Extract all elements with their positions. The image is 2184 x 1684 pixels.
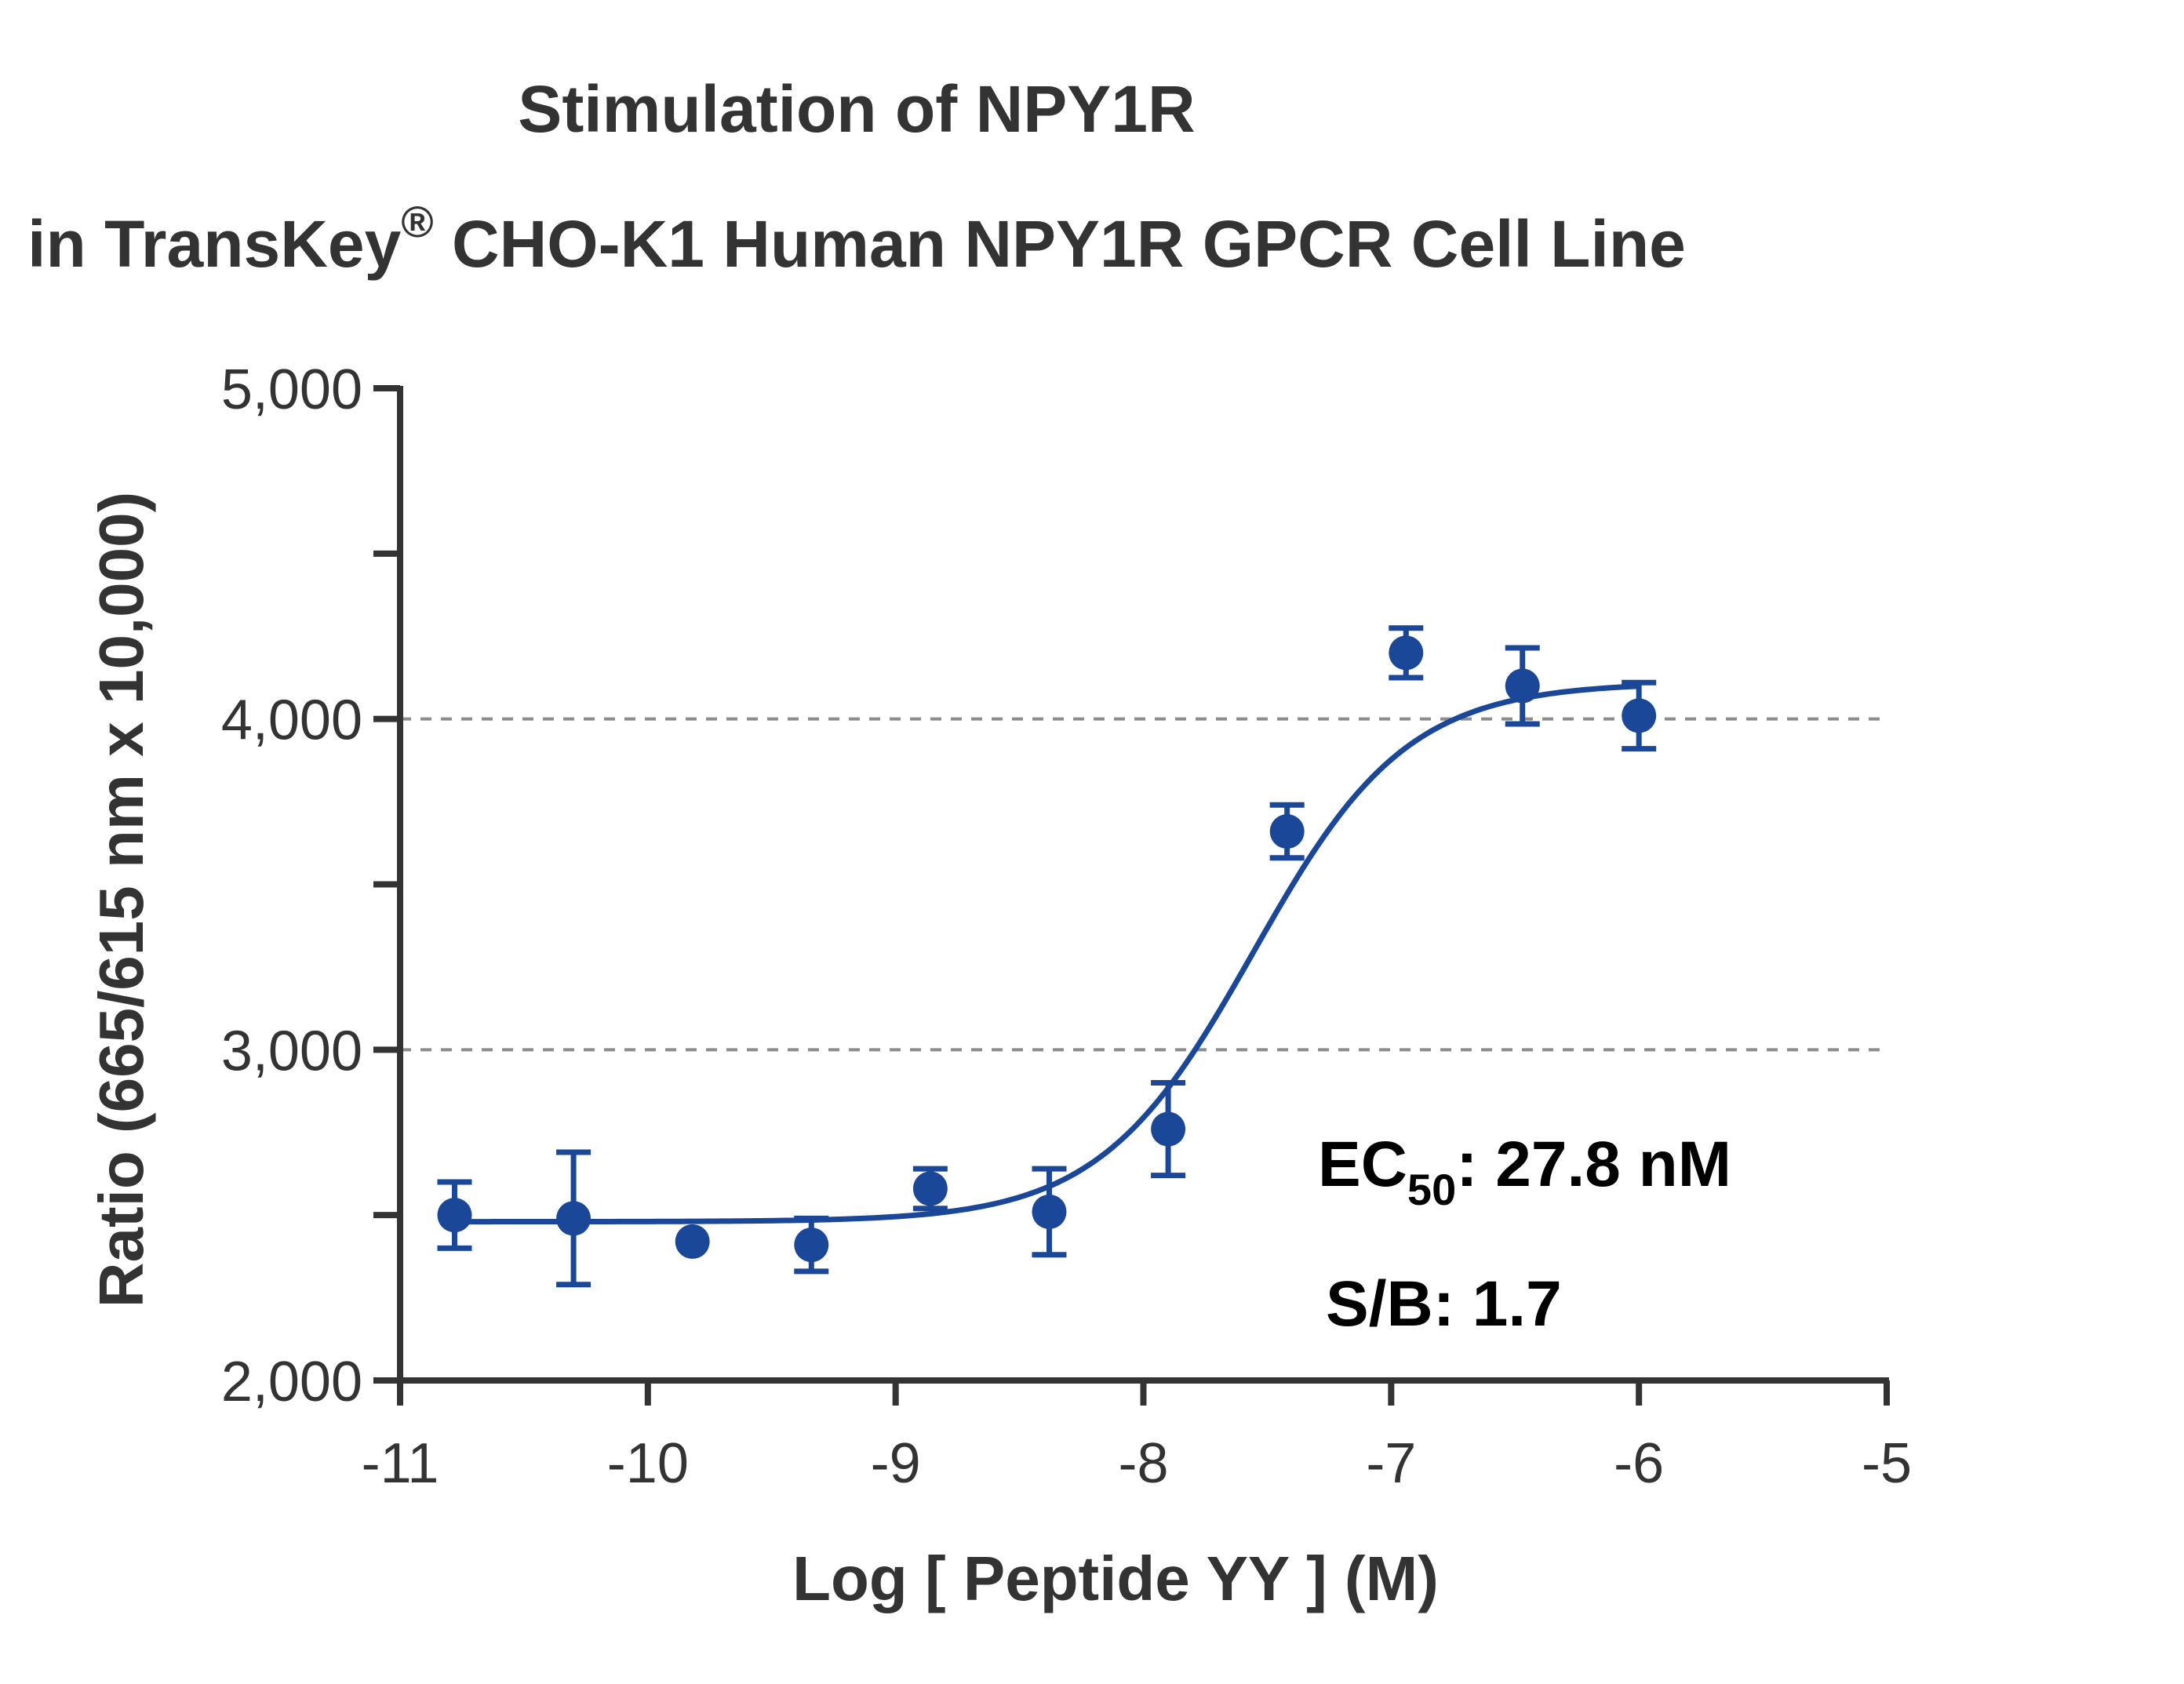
- ec50-label-pre: EC: [1318, 1129, 1407, 1200]
- chart-title-line2: in TransKey® CHO-K1 Human NPY1R GPCR Cel…: [27, 197, 1686, 281]
- x-tick-label: -7: [1366, 1432, 1416, 1495]
- x-tick-label: -5: [1862, 1432, 1912, 1495]
- data-point-group: [437, 1179, 472, 1251]
- data-point: [437, 1198, 472, 1233]
- x-axis-title: Log [ Peptide YY ] (M): [792, 1544, 1439, 1613]
- data-point-group: [912, 1166, 948, 1212]
- chart-title-line1: Stimulation of NPY1R: [518, 72, 1195, 146]
- data-point-group: [1505, 645, 1540, 727]
- registered-mark: ®: [401, 197, 433, 246]
- ec50-annotation: EC50: 27.8 nM: [1318, 1129, 1731, 1214]
- data-point-group: [1389, 625, 1424, 681]
- x-tick-label: -9: [871, 1432, 921, 1495]
- ticks: -11 -10 -9 -8 -7 -6 -5 2,000 3,000 4,000 5,000: [221, 358, 1912, 1495]
- y-tick-label: 4,000: [221, 689, 362, 752]
- data-point: [1269, 814, 1305, 849]
- x-tick-label: -8: [1118, 1432, 1168, 1495]
- data-point-group: [1622, 679, 1657, 752]
- data-point-group: [556, 1149, 592, 1288]
- data-point: [912, 1171, 948, 1206]
- data-point-group: [1151, 1080, 1186, 1179]
- data-point-group: [1032, 1166, 1067, 1258]
- sb-annotation: S/B: 1.7: [1326, 1268, 1562, 1340]
- data-points: [437, 625, 1657, 1288]
- x-tick-label: -11: [362, 1432, 439, 1495]
- y-tick-label: 2,000: [221, 1351, 362, 1413]
- gridlines: [400, 717, 1887, 1052]
- data-point: [1151, 1111, 1186, 1147]
- x-tick-label: -6: [1614, 1432, 1664, 1495]
- chart-title-line2-pre: in TransKey: [27, 207, 401, 281]
- chart-title-line2-post: CHO-K1 Human NPY1R GPCR Cell Line: [434, 207, 1686, 281]
- ec50-label-sub: 50: [1407, 1165, 1456, 1214]
- axes: [397, 386, 1889, 1384]
- data-point: [1032, 1194, 1067, 1229]
- y-tick-label: 3,000: [221, 1020, 362, 1082]
- data-point: [794, 1228, 829, 1263]
- y-tick-label: 5,000: [221, 358, 362, 421]
- data-point: [1389, 635, 1424, 671]
- data-point-group: [675, 1224, 710, 1259]
- data-point: [1505, 668, 1540, 704]
- ec50-label-post: : 27.8 nM: [1456, 1129, 1731, 1200]
- x-tick-label: -10: [607, 1432, 689, 1495]
- data-point-group: [1269, 802, 1305, 861]
- y-axis-title: Ratio (665/615 nm x 10,000): [86, 492, 156, 1308]
- data-point: [556, 1201, 592, 1236]
- data-point-group: [794, 1215, 829, 1275]
- data-point: [675, 1224, 710, 1259]
- data-point: [1622, 698, 1657, 733]
